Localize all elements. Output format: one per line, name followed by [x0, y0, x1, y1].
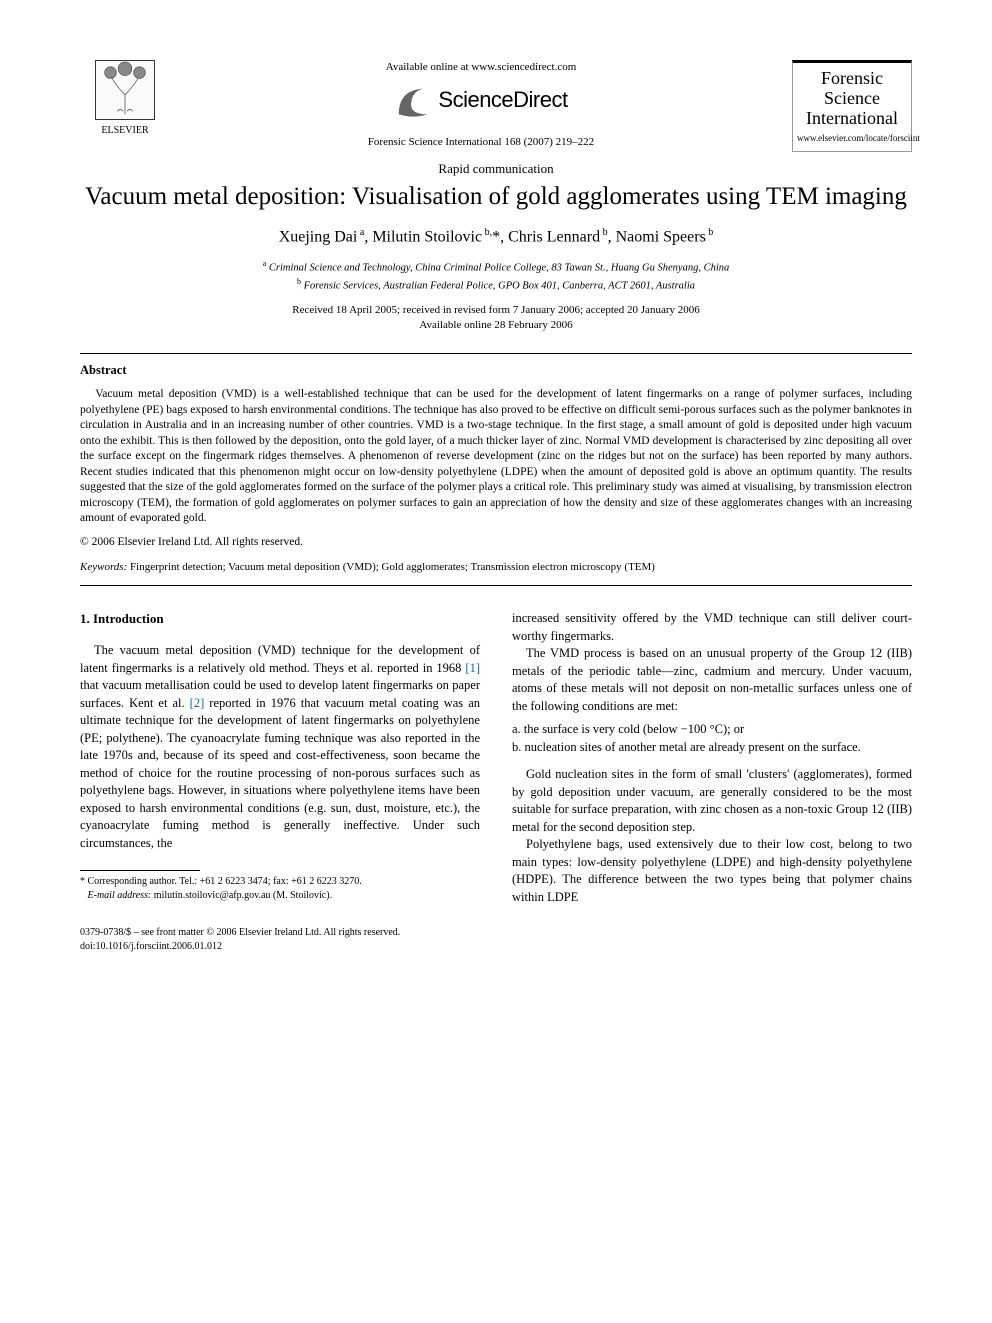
page-header: ELSEVIER Available online at www.science…	[80, 60, 912, 152]
sciencedirect-swoosh-icon	[394, 81, 432, 119]
center-header: Available online at www.sciencedirect.co…	[170, 60, 792, 150]
abstract-copyright: © 2006 Elsevier Ireland Ltd. All rights …	[80, 535, 912, 551]
email-address: milutin.stoilovic@afp.gov.au (M. Stoilov…	[154, 890, 332, 901]
available-online-text: Available online at www.sciencedirect.co…	[190, 60, 772, 75]
dates-line1: Received 18 April 2005; received in revi…	[80, 303, 912, 318]
footnote-rule	[80, 870, 200, 871]
article-type: Rapid communication	[80, 160, 912, 178]
affiliation-b: Forensic Services, Australian Federal Po…	[304, 281, 695, 292]
journal-reference: Forensic Science International 168 (2007…	[190, 135, 772, 150]
journal-cover-block: Forensic Science International www.elsev…	[792, 60, 912, 152]
affiliation-a: Criminal Science and Technology, China C…	[269, 263, 729, 274]
page-footer: 0379-0738/$ – see front matter © 2006 El…	[80, 926, 912, 953]
keywords-text: Fingerprint detection; Vacuum metal depo…	[130, 561, 655, 573]
footnotes: * Corresponding author. Tel.: +61 2 6223…	[80, 875, 480, 902]
elsevier-logo-block: ELSEVIER	[80, 60, 170, 138]
col1-para1: The vacuum metal deposition (VMD) techni…	[80, 642, 480, 852]
ref-link-2[interactable]: [2]	[190, 696, 205, 710]
journal-title-l2: Science	[797, 89, 907, 109]
article-title: Vacuum metal deposition: Visualisation o…	[80, 181, 912, 212]
condition-b: b. nucleation sites of another metal are…	[512, 739, 912, 757]
keywords-line: Keywords: Fingerprint detection; Vacuum …	[80, 560, 912, 575]
corresponding-author: * Corresponding author. Tel.: +61 2 6223…	[80, 875, 480, 889]
journal-title-l3: International	[797, 109, 907, 129]
keywords-label: Keywords:	[80, 561, 127, 573]
journal-url: www.elsevier.com/locate/forsciint	[797, 132, 907, 144]
affiliations: a Criminal Science and Technology, China…	[80, 258, 912, 294]
section-1-heading: 1. Introduction	[80, 610, 480, 628]
dates-line2: Available online 28 February 2006	[80, 318, 912, 333]
abstract-text: Vacuum metal deposition (VMD) is a well-…	[80, 387, 912, 527]
email-label: E-mail address:	[88, 890, 152, 901]
ref-link-1[interactable]: [1]	[465, 661, 480, 675]
journal-title-l1: Forensic	[797, 69, 907, 89]
column-left: 1. Introduction The vacuum metal deposit…	[80, 610, 480, 906]
col2-para2: The VMD process is based on an unusual p…	[512, 645, 912, 715]
email-line: E-mail address: milutin.stoilovic@afp.go…	[80, 889, 480, 903]
abstract-body: Vacuum metal deposition (VMD) is a well-…	[80, 388, 912, 524]
sciencedirect-logo: ScienceDirect	[394, 81, 567, 119]
col2-para4: Polyethylene bags, used extensively due …	[512, 836, 912, 906]
sciencedirect-text: ScienceDirect	[438, 85, 567, 115]
rule-above-abstract	[80, 353, 912, 354]
footer-line1: 0379-0738/$ – see front matter © 2006 El…	[80, 926, 912, 940]
col2-para1: increased sensitivity offered by the VMD…	[512, 610, 912, 645]
condition-a: a. the surface is very cold (below −100 …	[512, 721, 912, 739]
elsevier-tree-icon	[95, 60, 155, 120]
footer-doi: doi:10.1016/j.forsciint.2006.01.012	[80, 940, 912, 954]
rule-below-keywords	[80, 585, 912, 586]
conditions-list: a. the surface is very cold (below −100 …	[512, 721, 912, 756]
article-dates: Received 18 April 2005; received in revi…	[80, 303, 912, 334]
column-right: increased sensitivity offered by the VMD…	[512, 610, 912, 906]
author-list: Xuejing Dai a, Milutin Stoilovic b,*, Ch…	[80, 226, 912, 248]
col2-para3: Gold nucleation sites in the form of sma…	[512, 766, 912, 836]
body-columns: 1. Introduction The vacuum metal deposit…	[80, 610, 912, 906]
elsevier-label: ELSEVIER	[80, 124, 170, 138]
abstract-heading: Abstract	[80, 362, 912, 379]
